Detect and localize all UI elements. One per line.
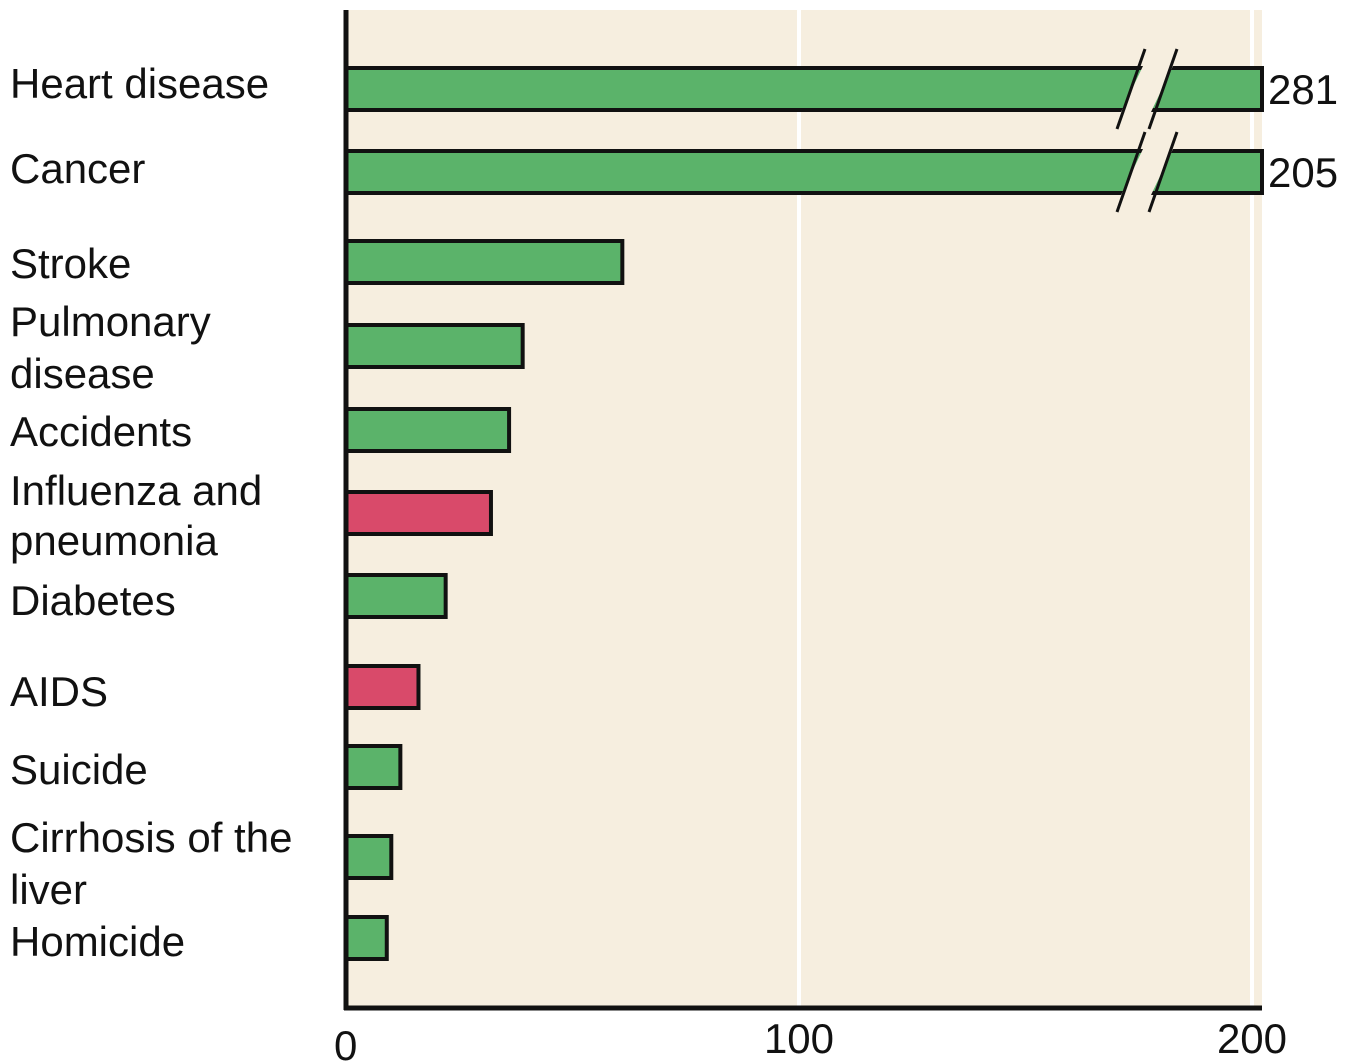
category-label-cirrhosis-of-the-liver: Cirrhosis of the liver [10, 814, 292, 913]
bar-stroke [344, 239, 625, 285]
bar-influenza-and-pneumonia [344, 490, 493, 536]
axes [343, 10, 1262, 1011]
category-label-cancer: Cancer [10, 145, 145, 192]
bar-suicide [344, 744, 403, 790]
category-label-heart-disease: Heart disease [10, 60, 269, 107]
bar-heart-disease [344, 66, 1264, 112]
bar-accidents [344, 407, 512, 453]
bar-aids [344, 664, 421, 710]
bar-pulmonary-disease [344, 323, 525, 369]
category-label-accidents: Accidents [10, 408, 192, 455]
x-tick-label-100: 100 [764, 1015, 834, 1062]
bar-diabetes [344, 573, 448, 619]
bar-cancer [344, 149, 1264, 195]
x-tick-label-200: 200 [1217, 1015, 1287, 1062]
axis-break-marker [1115, 48, 1179, 130]
tick-labels: 0 100 200 [334, 1015, 1287, 1063]
category-label-aids: AIDS [10, 668, 108, 715]
data-label-281: 281 [1268, 66, 1338, 113]
category-label-suicide: Suicide [10, 746, 148, 793]
bars: 281 205 [344, 48, 1338, 961]
category-label-pulmonary-disease: Pulmonary disease [10, 298, 211, 397]
category-label-influenza-and-pneumonia: Influenza and pneumonia [10, 467, 262, 564]
x-tick-label-0: 0 [334, 1022, 357, 1063]
bar-cirrhosis-of-the-liver [344, 834, 394, 880]
category-labels: Heart disease Cancer Stroke Pulmonary diseas… [10, 60, 292, 965]
category-label-stroke: Stroke [10, 240, 131, 287]
data-label-205: 205 [1268, 149, 1338, 196]
category-label-diabetes: Diabetes [10, 577, 176, 624]
category-label-homicide: Homicide [10, 918, 185, 965]
bar-homicide [344, 915, 389, 961]
axis-break-marker [1115, 131, 1179, 213]
